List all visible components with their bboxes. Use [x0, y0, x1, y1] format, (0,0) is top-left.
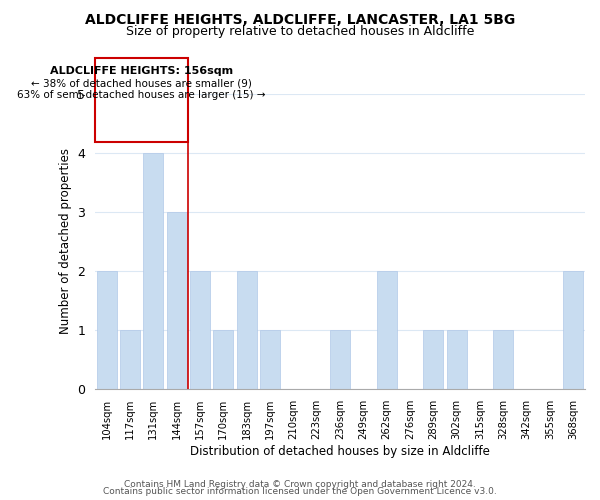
Text: ALDCLIFFE HEIGHTS, ALDCLIFFE, LANCASTER, LA1 5BG: ALDCLIFFE HEIGHTS, ALDCLIFFE, LANCASTER,…: [85, 12, 515, 26]
Bar: [97, 271, 116, 389]
X-axis label: Distribution of detached houses by size in Aldcliffe: Distribution of detached houses by size …: [190, 444, 490, 458]
Text: Contains public sector information licensed under the Open Government Licence v3: Contains public sector information licen…: [103, 488, 497, 496]
Bar: [214, 330, 233, 389]
Bar: [563, 271, 583, 389]
Bar: [190, 271, 210, 389]
Bar: [143, 152, 163, 389]
Bar: [447, 330, 467, 389]
Y-axis label: Number of detached properties: Number of detached properties: [59, 148, 71, 334]
Text: 63% of semi-detached houses are larger (15) →: 63% of semi-detached houses are larger (…: [17, 90, 266, 101]
Bar: [237, 271, 257, 389]
Bar: [493, 330, 513, 389]
Bar: [377, 271, 397, 389]
Bar: [260, 330, 280, 389]
FancyBboxPatch shape: [95, 58, 188, 142]
Text: ← 38% of detached houses are smaller (9): ← 38% of detached houses are smaller (9): [31, 78, 252, 88]
Text: ALDCLIFFE HEIGHTS: 156sqm: ALDCLIFFE HEIGHTS: 156sqm: [50, 66, 233, 76]
Bar: [424, 330, 443, 389]
Text: Contains HM Land Registry data © Crown copyright and database right 2024.: Contains HM Land Registry data © Crown c…: [124, 480, 476, 489]
Text: Size of property relative to detached houses in Aldcliffe: Size of property relative to detached ho…: [126, 25, 474, 38]
Bar: [330, 330, 350, 389]
Bar: [120, 330, 140, 389]
Bar: [167, 212, 187, 389]
